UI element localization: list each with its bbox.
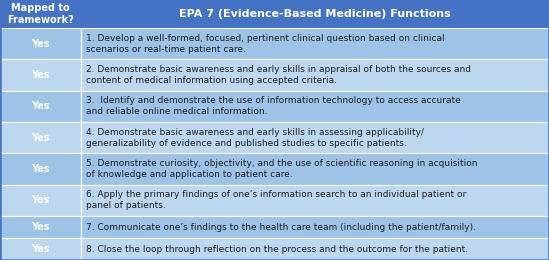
Text: 4. Demonstrate basic awareness and early skills in assessing applicability/
gene: 4. Demonstrate basic awareness and early… xyxy=(86,128,424,148)
Text: Mapped to
Framework?: Mapped to Framework? xyxy=(7,3,74,25)
Bar xyxy=(81,0,549,28)
Bar xyxy=(81,153,549,185)
Text: 5. Demonstrate curiosity, objectivity, and the use of scientific reasoning in ac: 5. Demonstrate curiosity, objectivity, a… xyxy=(86,159,478,179)
Text: 3.  Identify and demonstrate the use of information technology to access accurat: 3. Identify and demonstrate the use of i… xyxy=(86,96,461,116)
Bar xyxy=(81,216,549,238)
Bar xyxy=(81,122,549,153)
Text: Yes: Yes xyxy=(31,164,50,174)
Bar xyxy=(81,91,549,122)
Bar xyxy=(0,153,81,185)
Text: Yes: Yes xyxy=(31,195,50,205)
Text: Yes: Yes xyxy=(31,244,50,254)
Bar xyxy=(0,59,81,91)
Text: 7. Communicate one’s findings to the health care team (including the patient/fam: 7. Communicate one’s findings to the hea… xyxy=(86,223,476,231)
Text: 2. Demonstrate basic awareness and early skills in appraisal of both the sources: 2. Demonstrate basic awareness and early… xyxy=(86,65,471,85)
Bar xyxy=(81,28,549,59)
Text: 6. Apply the primary findings of one’s information search to an individual patie: 6. Apply the primary findings of one’s i… xyxy=(86,190,467,210)
Text: 8. Close the loop through reflection on the process and the outcome for the pati: 8. Close the loop through reflection on … xyxy=(86,244,468,254)
Text: Yes: Yes xyxy=(31,101,50,111)
Bar xyxy=(0,91,81,122)
Text: Yes: Yes xyxy=(31,222,50,232)
Bar xyxy=(0,185,81,216)
Bar xyxy=(0,122,81,153)
Bar xyxy=(0,238,81,260)
Bar xyxy=(81,238,549,260)
Text: 1. Develop a well-formed, focused, pertinent clinical question based on clinical: 1. Develop a well-formed, focused, perti… xyxy=(86,34,445,54)
Text: EPA 7 (Evidence-Based Medicine) Functions: EPA 7 (Evidence-Based Medicine) Function… xyxy=(180,9,451,19)
Bar xyxy=(0,216,81,238)
Bar xyxy=(0,0,81,28)
Text: Yes: Yes xyxy=(31,39,50,49)
Bar xyxy=(81,59,549,91)
Text: Yes: Yes xyxy=(31,133,50,143)
Bar xyxy=(81,185,549,216)
Text: Yes: Yes xyxy=(31,70,50,80)
Bar xyxy=(0,28,81,59)
